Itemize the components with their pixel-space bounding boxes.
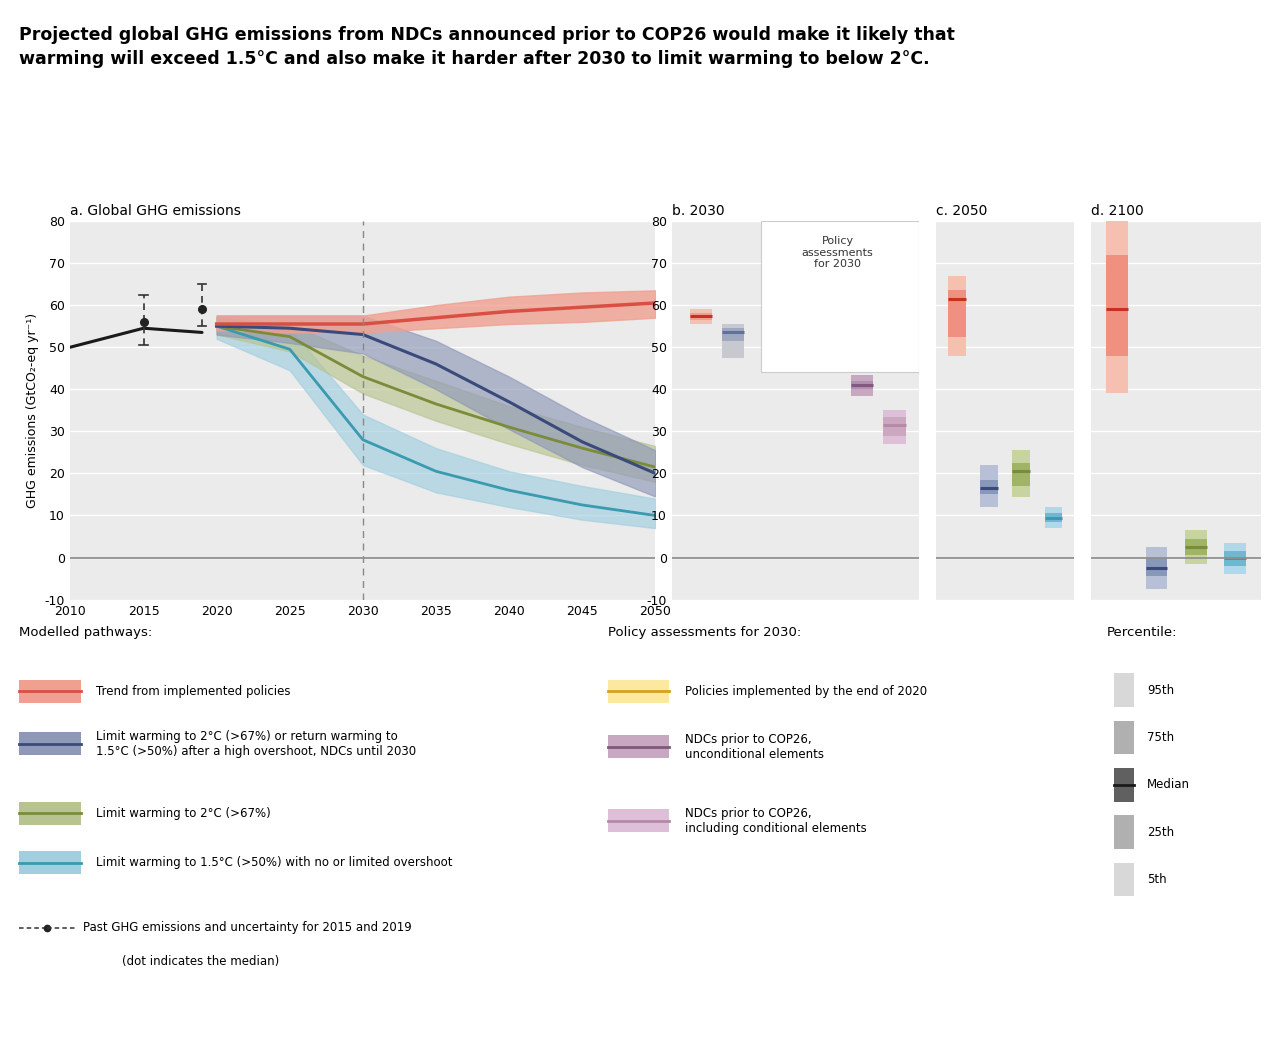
Text: Limit warming to 1.5°C (>50%) with no or limited overshoot: Limit warming to 1.5°C (>50%) with no or…: [96, 856, 453, 869]
Bar: [1044, 507, 1062, 528]
Bar: [1012, 450, 1030, 497]
Text: NDCs prior to COP26,
unconditional elements: NDCs prior to COP26, unconditional eleme…: [685, 733, 824, 761]
Text: Median: Median: [1147, 778, 1190, 791]
Bar: [883, 410, 906, 444]
Text: Modelled pathways:: Modelled pathways:: [19, 626, 152, 639]
Bar: [771, 316, 792, 326]
Text: 95th: 95th: [1147, 684, 1174, 696]
Bar: [771, 318, 792, 324]
Bar: [851, 381, 873, 389]
Bar: [1106, 187, 1128, 393]
Bar: [948, 290, 965, 337]
Bar: [690, 313, 712, 320]
Text: (dot indicates the median): (dot indicates the median): [122, 955, 279, 968]
Bar: [1185, 539, 1207, 555]
Text: 75th: 75th: [1147, 731, 1174, 744]
Text: Policies implemented by the end of 2020: Policies implemented by the end of 2020: [685, 685, 927, 697]
Text: Limit warming to 2°C (>67%): Limit warming to 2°C (>67%): [96, 807, 271, 820]
Bar: [1146, 558, 1167, 576]
Bar: [1106, 255, 1128, 356]
Bar: [851, 375, 873, 396]
Bar: [948, 276, 965, 356]
FancyBboxPatch shape: [762, 221, 919, 372]
Bar: [1012, 463, 1030, 486]
Text: 25th: 25th: [1147, 826, 1174, 838]
Text: Trend from implemented policies: Trend from implemented policies: [96, 685, 291, 697]
Bar: [883, 417, 906, 436]
Text: b. 2030: b. 2030: [672, 204, 724, 219]
Text: Past GHG emissions and uncertainty for 2015 and 2019: Past GHG emissions and uncertainty for 2…: [83, 922, 412, 934]
Bar: [1225, 543, 1245, 574]
Bar: [803, 326, 824, 347]
Text: Policy
assessments
for 2030: Policy assessments for 2030: [801, 236, 873, 269]
Bar: [722, 324, 744, 358]
Text: a. Global GHG emissions: a. Global GHG emissions: [70, 204, 241, 219]
Bar: [722, 328, 744, 341]
Text: 5th: 5th: [1147, 873, 1166, 886]
Text: d. 2100: d. 2100: [1092, 204, 1144, 219]
Text: Percentile:: Percentile:: [1107, 626, 1178, 639]
Bar: [690, 309, 712, 324]
Text: NDCs prior to COP26,
including conditional elements: NDCs prior to COP26, including condition…: [685, 807, 867, 834]
Text: c. 2050: c. 2050: [936, 204, 987, 219]
Text: Projected global GHG emissions from NDCs announced prior to COP26 would make it : Projected global GHG emissions from NDCs…: [19, 26, 955, 68]
Bar: [1185, 530, 1207, 564]
Bar: [1146, 547, 1167, 589]
Bar: [980, 480, 998, 494]
Bar: [980, 465, 998, 507]
Bar: [1044, 513, 1062, 522]
Text: Policy assessments for 2030:: Policy assessments for 2030:: [608, 626, 801, 639]
Text: Limit warming to 2°C (>67%) or return warming to
1.5°C (>50%) after a high overs: Limit warming to 2°C (>67%) or return wa…: [96, 730, 416, 757]
Bar: [803, 328, 824, 337]
Bar: [1225, 551, 1245, 566]
Y-axis label: GHG emissions (GtCO₂-eq yr⁻¹): GHG emissions (GtCO₂-eq yr⁻¹): [26, 312, 38, 508]
